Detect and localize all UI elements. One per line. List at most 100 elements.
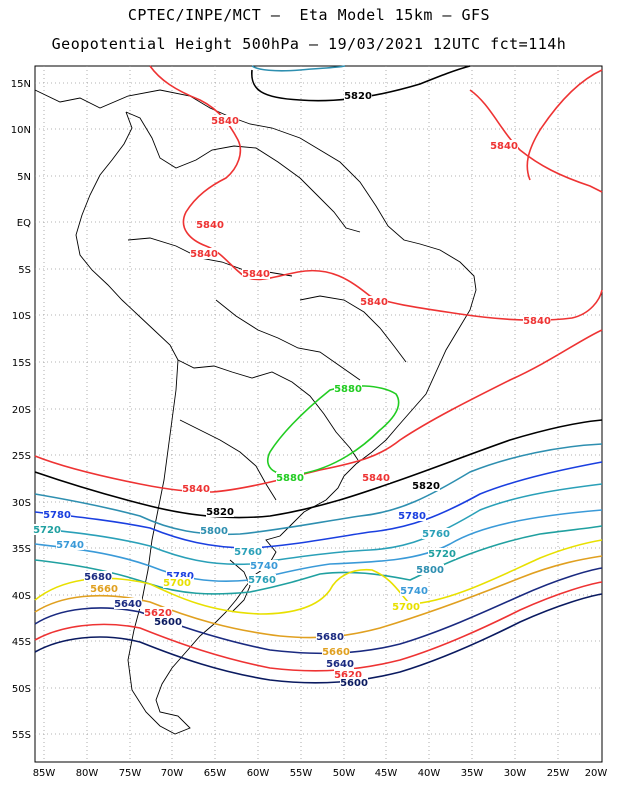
contour-label-bg bbox=[33, 524, 61, 535]
contour-label: 5660 bbox=[90, 584, 118, 595]
contour-label: 5760 bbox=[422, 529, 450, 540]
contour-label-bg bbox=[56, 539, 84, 550]
contour-label-bg bbox=[322, 646, 350, 657]
contour-label: 5840 bbox=[242, 269, 270, 280]
lon-tick-label: 50W bbox=[333, 768, 356, 779]
contour-label: 5780 bbox=[166, 571, 194, 582]
contour-label-bg bbox=[114, 598, 142, 609]
lon-tick-label: 35W bbox=[461, 768, 484, 779]
contour-label-bg bbox=[412, 480, 440, 491]
contour-label-bg bbox=[234, 546, 262, 557]
contour-label: 5620 bbox=[144, 608, 172, 619]
lat-tick-label: 35S bbox=[12, 544, 31, 555]
contour-label-bg bbox=[326, 658, 354, 669]
contour-labels: 5820 5840 5840 5840 5840 5840 5840 5840 5880 5880… bbox=[33, 90, 551, 689]
contour-label: 5680 bbox=[316, 632, 344, 643]
contour-label-bg bbox=[84, 571, 112, 582]
lat-tick-label: 15S bbox=[12, 358, 31, 369]
contour-label: 5840 bbox=[523, 316, 551, 327]
lat-tick-label: 15N bbox=[11, 79, 31, 90]
latitude-ticks: 15N 10N 5N EQ 5S 10S 15S 20S 25S 30S 35S 40S 45S 50S 5… bbox=[11, 79, 31, 741]
lon-tick-label: 55W bbox=[290, 768, 313, 779]
contour-label: 5840 bbox=[196, 220, 224, 231]
map-title: CPTEC/INPE/MCT – Eta Model 15km – GFS bbox=[127, 6, 491, 24]
contour-label: 5780 bbox=[398, 511, 426, 522]
contour-label-bg bbox=[200, 525, 228, 536]
contour-label: 5840 bbox=[490, 141, 518, 152]
contour-label-bg bbox=[250, 560, 278, 571]
contour-label-bg bbox=[392, 601, 420, 612]
contour-label-bg bbox=[190, 248, 218, 259]
contour-label: 5880 bbox=[334, 384, 362, 395]
contour-label: 5720 bbox=[33, 525, 61, 536]
lon-tick-label: 80W bbox=[76, 768, 99, 779]
contour-label-bg bbox=[360, 296, 388, 307]
contour-label: 5820 bbox=[344, 91, 372, 102]
lat-tick-label: 45S bbox=[12, 637, 31, 648]
map-frame bbox=[34, 65, 603, 763]
contour-label: 5840 bbox=[211, 116, 239, 127]
contour-label: 5760 bbox=[248, 575, 276, 586]
contour-label-bg bbox=[276, 472, 304, 483]
contour-label-bg bbox=[316, 631, 344, 642]
contour-label: 5820 bbox=[206, 507, 234, 518]
contour-label: 5740 bbox=[400, 586, 428, 597]
lon-tick-label: 65W bbox=[204, 768, 227, 779]
lat-tick-label: 5S bbox=[18, 265, 31, 276]
contour-label-bg bbox=[523, 315, 551, 326]
contour-label: 5660 bbox=[322, 647, 350, 658]
lat-tick-label: 5N bbox=[17, 172, 31, 183]
lat-tick-label: 20S bbox=[12, 405, 31, 416]
contour-label: 5780 bbox=[43, 510, 71, 521]
contour-label: 5800 bbox=[416, 565, 444, 576]
contour-label-bg bbox=[154, 616, 182, 627]
lon-tick-label: 70W bbox=[161, 768, 184, 779]
contour-label: 5640 bbox=[326, 659, 354, 670]
contour-label-bg bbox=[196, 219, 224, 230]
contour-label-bg bbox=[206, 506, 234, 517]
contour-label: 5880 bbox=[276, 473, 304, 484]
contour-label-bg bbox=[211, 115, 239, 126]
lon-tick-label: 45W bbox=[375, 768, 398, 779]
contour-label-bg bbox=[90, 583, 118, 594]
lon-tick-label: 20W bbox=[585, 768, 608, 779]
contour-label-bg bbox=[340, 677, 368, 688]
lon-tick-label: 60W bbox=[247, 768, 270, 779]
contour-label: 5840 bbox=[362, 473, 390, 484]
lat-tick-label: EQ bbox=[17, 218, 31, 229]
contour-label: 5680 bbox=[84, 572, 112, 583]
lon-tick-label: 40W bbox=[418, 768, 441, 779]
lon-tick-label: 85W bbox=[33, 768, 56, 779]
contour-label-bg bbox=[163, 577, 191, 588]
map-subtitle: Geopotential Height 500hPa – 19/03/2021 … bbox=[51, 35, 567, 53]
lat-tick-label: 50S bbox=[12, 684, 31, 695]
lat-tick-label: 10S bbox=[12, 311, 31, 322]
contour-label: 5720 bbox=[428, 549, 456, 560]
contour-label-bg bbox=[400, 585, 428, 596]
contour-label-bg bbox=[490, 140, 518, 151]
contour-label-bg bbox=[362, 472, 390, 483]
contour-label-bg bbox=[416, 564, 444, 575]
lat-tick-label: 25S bbox=[12, 451, 31, 462]
contour-label: 5760 bbox=[234, 547, 262, 558]
contour-label: 5600 bbox=[340, 678, 368, 689]
lon-tick-label: 25W bbox=[547, 768, 570, 779]
contour-label: 5740 bbox=[250, 561, 278, 572]
contour-label: 5640 bbox=[114, 599, 142, 610]
contour-label-bg bbox=[428, 548, 456, 559]
contour-label-bg bbox=[334, 669, 362, 680]
contour-label-bg bbox=[43, 509, 71, 520]
contour-label-bg bbox=[182, 483, 210, 494]
contour-label-bg bbox=[422, 528, 450, 539]
lat-tick-label: 10N bbox=[11, 125, 31, 136]
contour-label: 5700 bbox=[163, 578, 191, 589]
longitude-ticks: 85W 80W 75W 70W 65W 60W 55W 50W 45W 40W 35W 30W 25W 2… bbox=[33, 768, 608, 779]
contour-label-bg bbox=[166, 570, 194, 581]
lat-tick-label: 30S bbox=[12, 498, 31, 509]
contour-label: 5820 bbox=[412, 481, 440, 492]
contour-label-bg bbox=[398, 510, 426, 521]
contour-label: 5740 bbox=[56, 540, 84, 551]
graticule bbox=[35, 66, 602, 762]
lat-tick-label: 55S bbox=[12, 730, 31, 741]
